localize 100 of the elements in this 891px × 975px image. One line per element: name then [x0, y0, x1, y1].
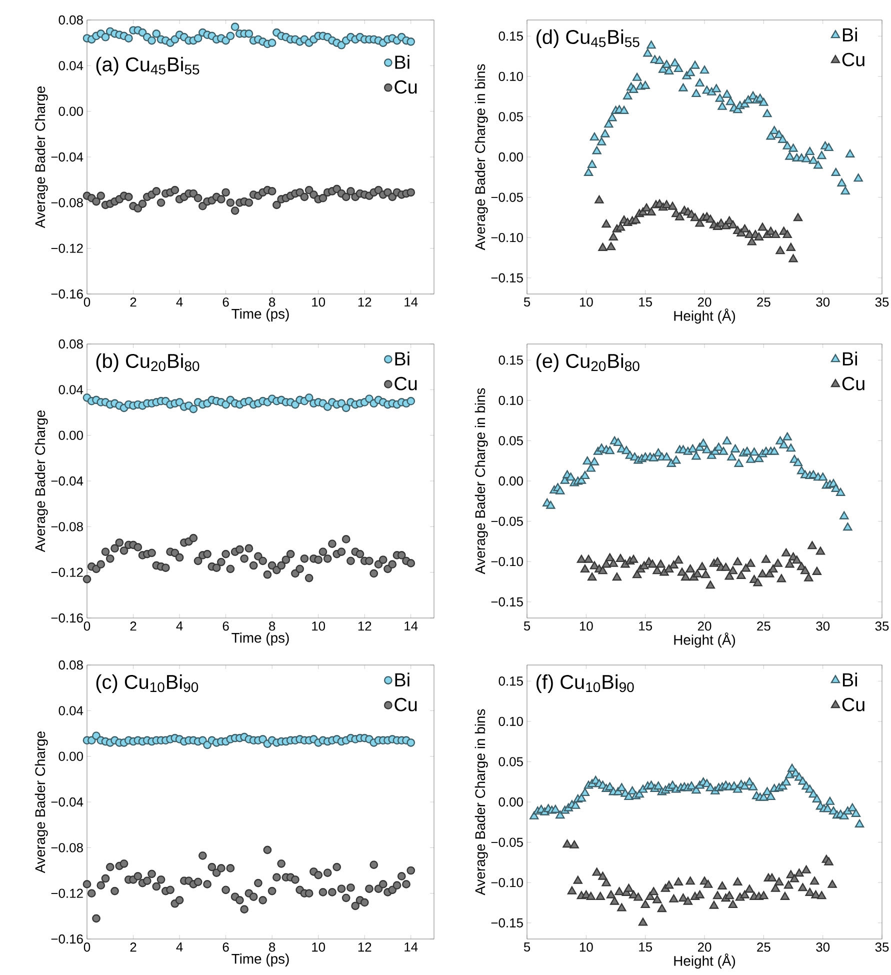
legend-label: Bi [842, 28, 857, 42]
x-tick-label: 10 [312, 942, 326, 952]
x-tick-label: 2 [130, 622, 136, 631]
x-tick-label: 2 [130, 942, 136, 952]
x-tick-label: 35 [875, 942, 889, 952]
legend-label: Bi [842, 352, 857, 366]
y-tick-label: −0.08 [51, 843, 83, 852]
legend-label: Cu [842, 376, 864, 390]
legend-label: Cu [842, 52, 864, 66]
x-tick-label: 14 [404, 622, 418, 630]
y-tick-label: 0.05 [498, 436, 523, 446]
x-tick-label: 25 [757, 942, 770, 952]
x-tick-label: 0 [84, 622, 90, 631]
y-axis-title: Average Bader Charge [34, 410, 48, 552]
x-tick-label: 12 [358, 942, 372, 952]
x-tick-label: 10 [580, 622, 593, 631]
x-tick-label: 10 [580, 298, 593, 307]
y-tick-label: 0.04 [58, 61, 84, 70]
y-tick-label: 0.08 [58, 339, 83, 349]
x-tick-label: 30 [816, 298, 830, 307]
y-tick-label: −0.12 [51, 888, 83, 898]
x-tick-label: 6 [222, 942, 229, 952]
y-tick-label: 0.08 [58, 15, 83, 25]
y-tick-label: −0.12 [51, 244, 83, 253]
y-tick-label: 0.00 [498, 152, 523, 162]
y-tick-label: −0.16 [51, 613, 83, 623]
y-tick-label: 0.00 [498, 797, 523, 807]
x-tick-label: 15 [639, 942, 652, 952]
y-tick-label: −0.15 [491, 597, 523, 606]
chart-title: (c) Cu$_{10}$Bi$_{90}$ [96, 674, 198, 693]
y-tick-label: 0.15 [498, 676, 523, 686]
legend-label: Bi [395, 55, 410, 69]
x-tick-label: 14 [404, 298, 418, 306]
chart-title: (f) Cu$_{10}$Bi$_{90}$ [536, 674, 634, 693]
y-tick-label: 0.00 [58, 752, 83, 761]
x-tick-label: 2 [130, 298, 136, 307]
x-tick-label: 25 [757, 298, 770, 307]
legend-label: Cu [394, 376, 417, 390]
x-tick-label: 30 [816, 942, 830, 952]
x-tick-label: 10 [580, 942, 593, 952]
x-tick-label: 20 [698, 298, 712, 307]
legend-label: Cu [842, 698, 864, 712]
y-tick-label: 0.00 [58, 106, 83, 116]
legend-label: Cu [394, 80, 417, 94]
y-tick-label: 0.04 [58, 385, 84, 394]
legend-label: Bi [842, 672, 857, 686]
x-tick-label: 4 [176, 942, 183, 952]
x-tick-label: 35 [875, 622, 889, 631]
y-tick-label: 0.00 [58, 430, 83, 440]
x-tick-label: 5 [524, 298, 530, 307]
y-tick-label: −0.08 [51, 522, 83, 532]
x-tick-label: 12 [358, 622, 372, 631]
x-tick-label: 8 [269, 622, 276, 631]
text: (a) Cu$_{45}$Bi$_{55}$ [96, 56, 200, 76]
legend-label: Cu [394, 698, 417, 712]
x-tick-label: 14 [404, 942, 418, 952]
y-tick-label: 0.10 [498, 72, 523, 81]
x-tick-label: 35 [875, 298, 889, 307]
x-tick-label: 15 [639, 298, 652, 307]
legend-label: Bi [395, 352, 410, 366]
y-tick-label: −0.04 [51, 152, 84, 162]
x-axis-title: Height (Å) [674, 632, 736, 648]
y-tick-label: −0.08 [51, 198, 83, 208]
x-tick-label: 6 [222, 298, 229, 307]
y-tick-label: 0.10 [498, 716, 523, 726]
x-tick-label: 25 [757, 622, 770, 631]
y-tick-label: 0.10 [498, 396, 523, 405]
y-axis-title: Average Bader Charge [34, 731, 48, 874]
x-tick-label: 10 [312, 622, 326, 631]
y-tick-label: −0.04 [51, 797, 84, 807]
y-axis-title: Average Bader Charge in bins [474, 388, 488, 574]
y-tick-label: −0.16 [51, 934, 83, 944]
x-tick-label: 20 [698, 622, 712, 631]
y-tick-label: −0.10 [491, 556, 523, 566]
y-tick-label: 0.08 [58, 660, 83, 670]
y-tick-label: 0.00 [498, 476, 523, 486]
y-axis-title: Average Bader Charge [34, 86, 48, 228]
y-tick-label: 0.04 [58, 706, 84, 716]
y-tick-label: −0.10 [491, 878, 523, 888]
y-axis-title: Average Bader Charge in bins [474, 64, 488, 250]
legend-label: Bi [395, 672, 410, 686]
x-tick-label: 20 [698, 942, 712, 952]
x-tick-label: 0 [84, 942, 90, 952]
y-tick-label: 0.15 [498, 32, 523, 41]
x-tick-label: 8 [269, 942, 276, 952]
chart-title: (e) Cu$_{20}$Bi$_{80}$ [536, 353, 640, 372]
x-axis-title: Height (Å) [674, 308, 736, 324]
x-tick-label: 8 [269, 298, 276, 307]
y-tick-label: −0.05 [491, 192, 523, 202]
y-axis-title: Average Bader Charge in bins [474, 709, 488, 896]
x-tick-label: 30 [816, 622, 830, 631]
y-tick-label: −0.10 [491, 232, 523, 242]
x-tick-label: 5 [524, 622, 530, 631]
y-tick-label: −0.15 [491, 918, 523, 928]
y-tick-label: 0.05 [498, 112, 523, 122]
x-tick-label: 5 [524, 942, 530, 952]
x-tick-label: 0 [84, 298, 90, 307]
y-tick-label: −0.15 [491, 273, 523, 282]
x-tick-label: 15 [639, 622, 652, 631]
y-tick-label: −0.16 [51, 289, 83, 299]
